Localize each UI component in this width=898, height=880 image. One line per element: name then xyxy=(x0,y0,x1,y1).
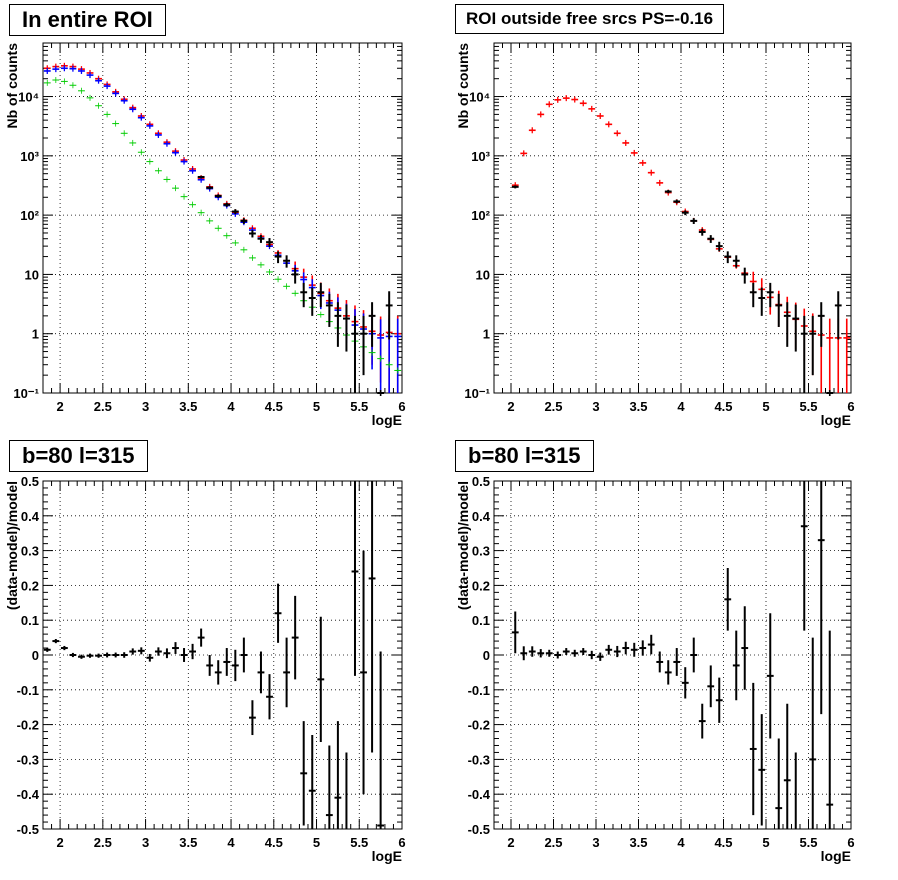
y-tick-label: 10² xyxy=(471,208,490,223)
y-tick-label: -0.1 xyxy=(468,683,490,698)
series-0 xyxy=(511,481,834,829)
x-tick-label: 3 xyxy=(142,399,149,414)
y-tick-label: 0.2 xyxy=(472,578,490,593)
x-tick-label: 5.5 xyxy=(350,399,368,414)
y-tick-label: 0 xyxy=(32,648,39,663)
panel-title-outside-free-srcs: ROI outside free srcs PS=-0.16 xyxy=(455,4,725,34)
y-axis-title: (data-model)/model xyxy=(455,481,471,610)
x-tick-label: 3 xyxy=(592,399,599,414)
y-tick-label: -0.5 xyxy=(17,822,39,837)
y-tick-label: -0.3 xyxy=(17,752,39,767)
x-axis-title: logE xyxy=(821,412,851,428)
y-tick-label: 0.1 xyxy=(21,613,39,628)
y-tick-label: 0.4 xyxy=(21,509,40,524)
panel-title-residual-left: b=80 l=315 xyxy=(9,440,148,472)
y-tick-label: -0.4 xyxy=(468,787,491,802)
y-tick-label: 10³ xyxy=(471,149,490,164)
x-tick-label: 5.5 xyxy=(799,399,817,414)
x-tick-label: 2.5 xyxy=(94,399,112,414)
plot-frame xyxy=(493,480,852,830)
x-axis-title: logE xyxy=(821,848,851,864)
x-tick-label: 4 xyxy=(677,835,685,850)
panel-3: 2 2.5 3 3.5 4 4.5 5 5.5 6 -0.5 -0.4 -0.3 -0.2 -0.1 0 0.… xyxy=(455,474,855,864)
panel-title-residual-right: b=80 l=315 xyxy=(455,440,594,472)
x-tick-label: 5.5 xyxy=(799,835,817,850)
y-tick-label: -0.2 xyxy=(17,718,39,733)
x-tick-label: 5 xyxy=(762,835,769,850)
y-tick-label: 10⁴ xyxy=(18,90,39,105)
x-tick-label: 2 xyxy=(507,835,514,850)
series-3 xyxy=(197,175,393,396)
panel-2: 2 2.5 3 3.5 4 4.5 5 5.5 6 -0.5 -0.4 -0.3 -0.2 -0.1 0 0.… xyxy=(4,474,406,864)
x-tick-label: 4.5 xyxy=(714,835,732,850)
x-tick-label: 4 xyxy=(227,835,235,850)
x-tick-label: 3 xyxy=(142,835,149,850)
x-axis-title: logE xyxy=(372,412,402,428)
plot-frame xyxy=(493,42,852,394)
y-tick-label: -0.5 xyxy=(468,822,490,837)
panel-title-entire-roi: In entire ROI xyxy=(9,4,166,36)
x-tick-label: 5 xyxy=(313,835,320,850)
x-tick-label: 2 xyxy=(56,835,63,850)
x-tick-label: 3.5 xyxy=(179,399,197,414)
y-axis-title: Nb of counts xyxy=(4,43,20,129)
x-tick-label: 3.5 xyxy=(179,835,197,850)
y-tick-label: 0 xyxy=(483,648,490,663)
x-tick-label: 2 xyxy=(507,399,514,414)
x-tick-label: 5 xyxy=(762,399,769,414)
y-tick-label: 0.3 xyxy=(21,544,39,559)
x-tick-label: 4.5 xyxy=(265,399,283,414)
y-tick-label: 0.5 xyxy=(472,474,490,489)
y-tick-label: 10² xyxy=(20,208,39,223)
x-tick-label: 4.5 xyxy=(265,835,283,850)
x-tick-label: 3 xyxy=(592,835,599,850)
x-tick-label: 4 xyxy=(677,399,685,414)
y-tick-label: 0.5 xyxy=(21,474,39,489)
series-1 xyxy=(511,185,842,396)
x-tick-label: 2 xyxy=(56,399,63,414)
x-tick-label: 6 xyxy=(398,835,405,850)
x-axis-title: logE xyxy=(372,848,402,864)
x-tick-label: 4.5 xyxy=(714,399,732,414)
y-tick-label: 0.2 xyxy=(21,578,39,593)
series-0 xyxy=(43,62,402,393)
x-tick-label: 5.5 xyxy=(350,835,368,850)
x-tick-label: 3.5 xyxy=(629,399,647,414)
y-tick-label: 10 xyxy=(476,267,490,282)
plot-frame xyxy=(42,42,403,394)
x-tick-label: 2.5 xyxy=(544,399,562,414)
x-tick-label: 6 xyxy=(847,399,854,414)
y-tick-label: 1 xyxy=(32,327,39,342)
series-2 xyxy=(43,77,402,374)
y-tick-label: -0.4 xyxy=(17,787,40,802)
y-tick-label: -0.2 xyxy=(468,718,490,733)
y-axis-title: Nb of counts xyxy=(455,43,471,129)
y-tick-label: -0.3 xyxy=(468,752,490,767)
x-tick-label: 2.5 xyxy=(94,835,112,850)
x-tick-label: 6 xyxy=(847,835,854,850)
x-tick-label: 6 xyxy=(398,399,405,414)
x-tick-label: 5 xyxy=(313,399,320,414)
y-tick-label: 10⁻¹ xyxy=(13,386,39,401)
panel-1: 2 2.5 3 3.5 4 4.5 5 5.5 6 10⁻¹ 1 10 10² 10³ 10⁴ logE Nb … xyxy=(455,42,855,428)
y-axis-title: (data-model)/model xyxy=(4,481,20,610)
y-tick-label: 0.3 xyxy=(472,544,490,559)
y-tick-label: 10 xyxy=(25,267,39,282)
y-tick-label: 1 xyxy=(483,327,490,342)
y-tick-label: 0.1 xyxy=(472,613,490,628)
y-tick-label: -0.1 xyxy=(17,683,39,698)
x-tick-label: 2.5 xyxy=(544,835,562,850)
series-1 xyxy=(43,65,402,393)
y-tick-label: 10⁴ xyxy=(469,90,490,105)
x-tick-label: 4 xyxy=(227,399,235,414)
panel-0: 2 2.5 3 3.5 4 4.5 5 5.5 6 10⁻¹ 1 10 10² 10³ 10⁴ logE Nb … xyxy=(4,42,406,428)
y-tick-label: 10⁻¹ xyxy=(464,386,490,401)
series-0 xyxy=(43,481,385,829)
x-tick-label: 3.5 xyxy=(629,835,647,850)
y-tick-label: 0.4 xyxy=(472,509,491,524)
y-tick-label: 10³ xyxy=(20,149,39,164)
